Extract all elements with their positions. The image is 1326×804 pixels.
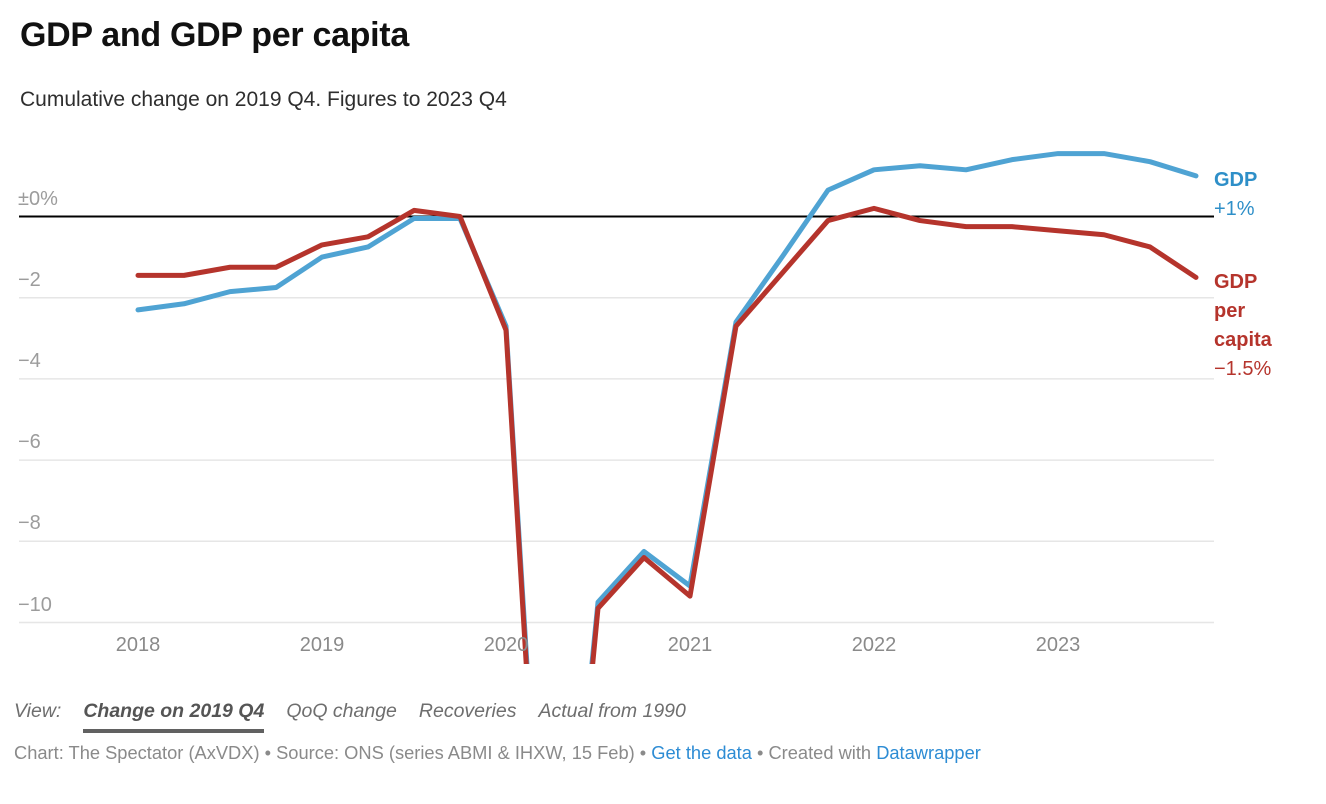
x-axis-year-label: 2018	[115, 634, 161, 656]
chart-title: GDP and GDP per capita	[20, 16, 409, 54]
series-label-gdp: GDP +1%	[1214, 166, 1257, 224]
y-axis-tick-label: −2	[18, 268, 41, 291]
footer-separator: •	[751, 742, 769, 763]
y-axis-tick-label: −8	[18, 512, 41, 535]
view-option-recoveries[interactable]: Recoveries	[418, 700, 517, 722]
y-axis-tick-label: −4	[18, 349, 41, 372]
gdp-line	[135, 151, 1199, 664]
y-axis-tick-label: −10	[18, 593, 52, 616]
view-switcher-label: View:	[14, 700, 62, 722]
get-the-data-link[interactable]: Get the data	[651, 742, 752, 763]
series-label-gdp-per-capita: GDP per capita −1.5%	[1214, 268, 1292, 384]
series-label-gdp-per-capita-name: GDP per capita	[1214, 271, 1272, 351]
series-label-gdp-name: GDP	[1214, 169, 1258, 191]
footer-created-with-text: Created with	[768, 742, 877, 763]
y-axis-tick-label: ±0%	[18, 187, 58, 210]
view-option-change-on-2019-q4[interactable]: Change on 2019 Q4	[83, 700, 265, 733]
chart-subtitle: Cumulative change on 2019 Q4. Figures to…	[20, 88, 507, 111]
y-axis-tick-label: −6	[18, 431, 41, 454]
x-axis-year-label: 2021	[667, 634, 713, 656]
x-axis-year-label: 2023	[1035, 634, 1081, 656]
line-chart	[19, 151, 1214, 664]
view-option-actual-from-1990[interactable]: Actual from 1990	[538, 700, 686, 722]
datawrapper-link[interactable]: Datawrapper	[876, 742, 981, 763]
x-axis-year-label: 2019	[299, 634, 345, 656]
x-axis-year-label: 2022	[851, 634, 897, 656]
view-switcher: View: Change on 2019 Q4 QoQ change Recover…	[14, 700, 686, 733]
footer-credit-text: Chart: The Spectator (AxVDX) • Source: O…	[14, 742, 652, 763]
view-option-qoq-change[interactable]: QoQ change	[286, 700, 397, 722]
series-label-gdp-value: +1%	[1214, 198, 1255, 220]
chart-footer: Chart: The Spectator (AxVDX) • Source: O…	[14, 742, 981, 764]
series-label-gdp-per-capita-value: −1.5%	[1214, 358, 1272, 380]
gdp-per-capita-line	[135, 205, 1199, 664]
x-axis-year-label: 2020	[483, 634, 529, 656]
